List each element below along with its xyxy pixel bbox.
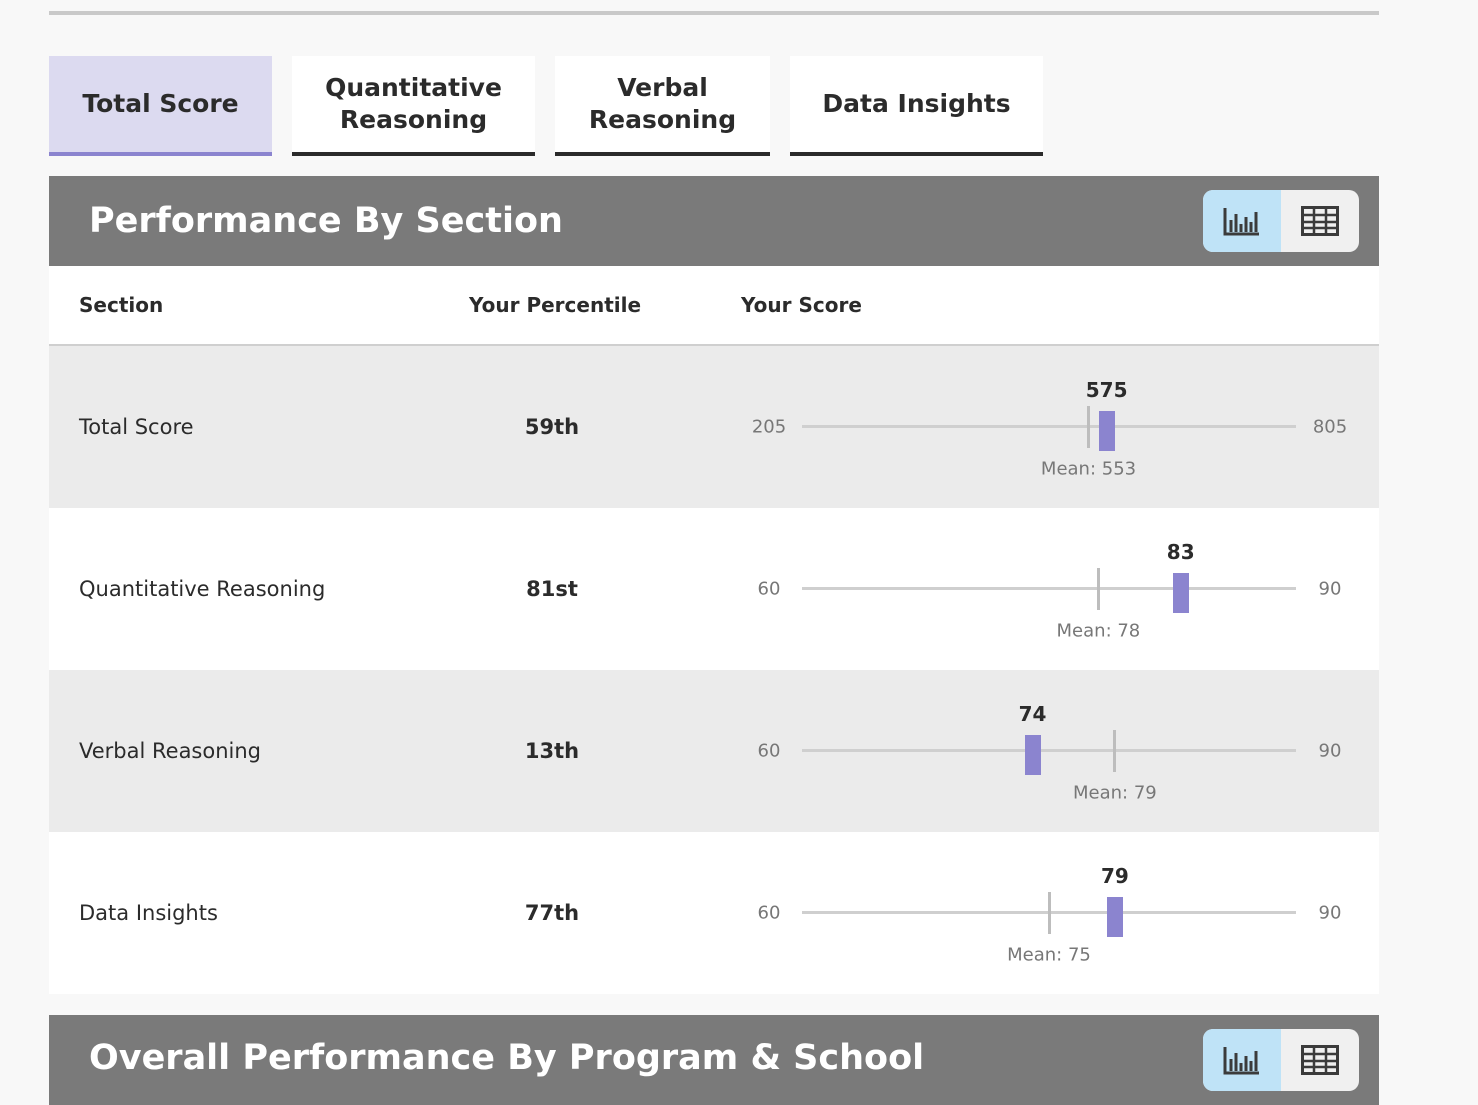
- column-header: Your Score: [741, 293, 862, 317]
- section-header: Performance By Section: [49, 176, 1379, 266]
- mean-marker: [1047, 892, 1051, 934]
- percentile: 59th: [524, 415, 580, 439]
- divider: [49, 11, 1379, 15]
- mean-marker: [1113, 730, 1117, 772]
- score-track: [802, 749, 1296, 752]
- column-header: Section: [79, 293, 164, 317]
- section-name: Quantitative Reasoning: [79, 577, 326, 601]
- tab[interactable]: Verbal Reasoning: [555, 56, 770, 156]
- mean-label: Mean: 78: [1056, 620, 1141, 642]
- mean-marker: [1096, 568, 1100, 610]
- score-marker: [1098, 411, 1115, 451]
- score-marker: [1172, 573, 1189, 613]
- score-label: 79: [1100, 864, 1129, 888]
- chart-icon: [1223, 1047, 1259, 1075]
- percentile: 13th: [524, 739, 580, 763]
- section-header: Overall Performance By Program & School: [49, 1015, 1379, 1105]
- section-title: Overall Performance By Program & School: [89, 1038, 925, 1078]
- table-icon: [1301, 1045, 1339, 1075]
- column-header: Your Percentile: [469, 293, 642, 317]
- section-name: Data Insights: [79, 901, 218, 925]
- section-name: Total Score: [79, 415, 194, 439]
- scale-max: 805: [1312, 416, 1348, 438]
- chart-icon: [1223, 208, 1259, 236]
- score-label: 74: [1018, 702, 1047, 726]
- mean-label: Mean: 79: [1072, 782, 1157, 804]
- score-track: [802, 587, 1296, 590]
- percentile: 77th: [524, 901, 580, 925]
- scale-max: 90: [1318, 578, 1342, 600]
- tab[interactable]: Quantitative Reasoning: [292, 56, 535, 156]
- score-label: 83: [1166, 540, 1195, 564]
- chart-view-button[interactable]: [1203, 1029, 1281, 1091]
- score-label: 575: [1085, 378, 1128, 402]
- mean-label: Mean: 75: [1007, 944, 1091, 966]
- scale-max: 90: [1318, 740, 1342, 762]
- view-toggle: [1203, 1029, 1359, 1091]
- table-row: Data Insights 77th 60 90 Mean: 75 79: [49, 832, 1379, 994]
- table-view-button[interactable]: [1281, 1029, 1359, 1091]
- scale-min: 60: [757, 578, 781, 600]
- tab[interactable]: Data Insights: [790, 56, 1043, 156]
- section-title: Performance By Section: [89, 201, 563, 241]
- table-header: Section Your Percentile Your Score: [49, 266, 1379, 347]
- view-toggle: [1203, 190, 1359, 252]
- table-row: Total Score 59th 205 805 Mean: 553 575: [49, 346, 1379, 508]
- score-marker: [1024, 735, 1041, 775]
- table-icon: [1301, 206, 1339, 236]
- table-view-button[interactable]: [1281, 190, 1359, 252]
- scale-max: 90: [1318, 902, 1342, 924]
- mean-marker: [1087, 406, 1091, 448]
- chart-view-button[interactable]: [1203, 190, 1281, 252]
- score-track: [802, 425, 1296, 428]
- scale-min: 60: [757, 740, 781, 762]
- score-marker: [1106, 897, 1123, 937]
- scale-min: 205: [751, 416, 787, 438]
- table-row: Quantitative Reasoning 81st 60 90 Mean: 78 83: [49, 508, 1379, 670]
- scale-min: 60: [757, 902, 781, 924]
- section-name: Verbal Reasoning: [79, 739, 262, 763]
- table-row: Verbal Reasoning 13th 60 90 Mean: 79 74: [49, 670, 1379, 832]
- percentile: 81st: [526, 577, 578, 601]
- tab[interactable]: Total Score: [49, 56, 272, 156]
- mean-label: Mean: 553: [1040, 458, 1137, 480]
